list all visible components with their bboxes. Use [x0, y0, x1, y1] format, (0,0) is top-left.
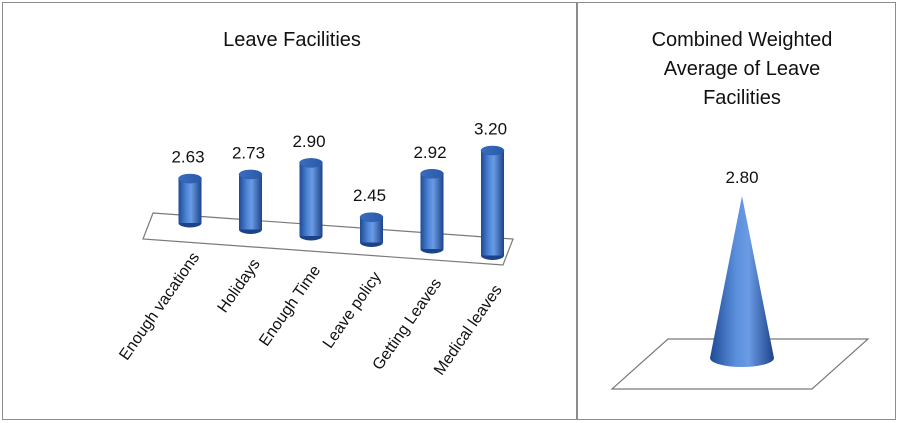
- cone-bar: [710, 196, 774, 367]
- data-label-2: 2.73: [232, 143, 265, 162]
- bar-6: [480, 145, 505, 260]
- bar-3: [299, 158, 323, 241]
- combined-average-chart-panel: Combined Weighted Average of Leave Facil…: [576, 2, 896, 420]
- data-label-3: 2.90: [292, 132, 325, 151]
- combined-average-chart: Combined Weighted Average of Leave Facil…: [610, 29, 870, 390]
- chart-title: Leave Facilities: [223, 29, 361, 51]
- chart-floor: [142, 212, 514, 266]
- category-label-6: Medical leaves: [431, 282, 506, 378]
- category-label-1: Enough vacations: [116, 250, 203, 364]
- data-label-6: 3.20: [474, 120, 507, 139]
- chart-title-line-2: Average of Leave: [664, 58, 820, 80]
- chart-title-line-3: Facilities: [703, 87, 781, 109]
- category-label-5: Getting Leaves: [370, 276, 446, 374]
- bar-4: [359, 212, 384, 247]
- data-label-1: 2.80: [725, 168, 758, 187]
- bar-2: [238, 169, 263, 234]
- bar-5: [420, 169, 444, 254]
- leave-facilities-chart-panel: Leave Facilities 2.63 2.73 2.90 2.45 2.92 3.2…: [2, 2, 577, 420]
- data-label-4: 2.45: [353, 186, 386, 205]
- category-label-3: Enough Time: [256, 262, 324, 349]
- data-label-5: 2.92: [413, 143, 446, 162]
- leave-facilities-chart: Leave Facilities 2.63 2.73 2.90 2.45 2.92 3.2…: [116, 29, 514, 378]
- bar-1: [178, 173, 202, 228]
- data-label-1: 2.63: [171, 148, 204, 167]
- category-label-4: Leave policy: [320, 269, 385, 352]
- category-label-2: Holidays: [215, 256, 264, 316]
- chart-title-line-1: Combined Weighted: [652, 29, 833, 51]
